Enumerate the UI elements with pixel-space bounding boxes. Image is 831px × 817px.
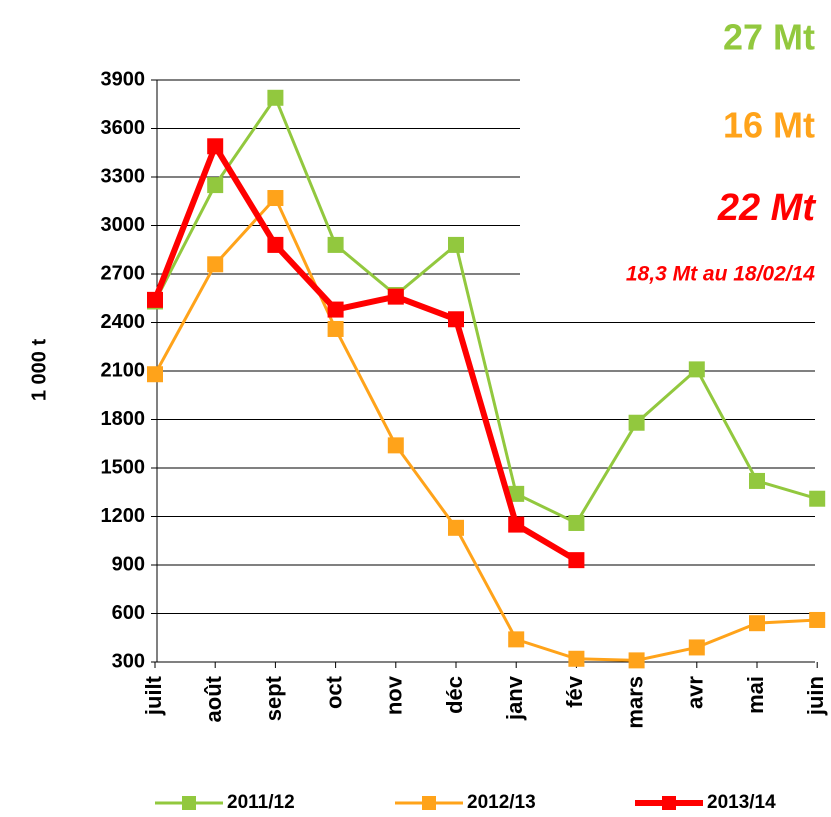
marker: [568, 650, 585, 667]
y-tick-label: 300: [112, 650, 145, 672]
x-tick-label: oct: [321, 675, 346, 709]
legend-label: 2013/14: [707, 792, 776, 813]
marker: [147, 366, 163, 383]
x-tick-label: nov: [382, 675, 407, 715]
y-tick-label: 1500: [101, 456, 146, 478]
y-tick-label: 1800: [101, 408, 146, 430]
marker: [267, 89, 284, 106]
marker: [628, 414, 645, 431]
y-tick-label: 3300: [101, 165, 146, 187]
x-tick-label: août: [201, 675, 226, 722]
marker: [267, 236, 284, 253]
marker: [568, 514, 585, 531]
marker: [749, 615, 765, 632]
marker: [448, 519, 464, 536]
annotation: 22 Mt: [717, 187, 816, 229]
marker: [628, 652, 645, 669]
series-line: [153, 94, 818, 525]
marker: [809, 611, 826, 628]
annotation: 27 Mt: [723, 17, 815, 58]
annotation-bg: [520, 0, 831, 300]
y-tick-label: 2700: [101, 262, 146, 284]
legend-label: 2011/12: [227, 792, 295, 813]
x-tick-label: avr: [683, 676, 708, 709]
annotation: 16 Mt: [723, 105, 815, 146]
x-tick-label: déc: [442, 676, 467, 714]
x-tick-label: mars: [622, 676, 647, 729]
marker: [508, 516, 525, 533]
y-tick-label: 600: [112, 602, 145, 624]
legend-marker: [422, 796, 436, 810]
marker: [448, 311, 464, 328]
marker: [387, 437, 404, 454]
marker: [508, 631, 525, 648]
y-tick-label: 3900: [101, 68, 146, 90]
x-tick-label: sept: [261, 675, 286, 721]
marker: [448, 236, 464, 253]
marker: [387, 288, 404, 305]
x-tick-label: fév: [562, 675, 587, 708]
marker: [207, 138, 224, 155]
legend-marker: [182, 796, 196, 810]
marker: [327, 236, 344, 253]
marker: [688, 361, 705, 378]
y-tick-label: 2100: [101, 359, 146, 381]
marker: [749, 472, 765, 489]
marker: [207, 256, 224, 273]
marker: [809, 490, 826, 507]
marker: [267, 190, 284, 207]
y-tick-label: 1200: [101, 505, 146, 527]
y-axis-label: 1 000 t: [28, 339, 50, 402]
y-tick-label: 3000: [101, 214, 146, 236]
legend-label: 2012/13: [467, 792, 536, 813]
x-tick-label: juin: [803, 676, 828, 716]
series-line: [153, 195, 818, 662]
y-tick-label: 3600: [101, 117, 146, 139]
x-tick-label: janv: [502, 675, 527, 721]
marker: [688, 639, 705, 656]
marker: [327, 320, 344, 337]
marker: [327, 301, 344, 318]
annotation: 18,3 Mt au 18/02/14: [626, 263, 815, 286]
legend-marker: [662, 796, 676, 810]
series-line: [152, 139, 578, 563]
y-tick-label: 900: [112, 553, 145, 575]
marker: [508, 485, 525, 502]
y-tick-label: 2400: [101, 311, 146, 333]
marker: [568, 552, 585, 569]
x-tick-label: mai: [743, 676, 768, 714]
marker: [147, 291, 163, 308]
marker: [207, 177, 224, 194]
x-tick-label: juilt: [141, 675, 166, 716]
